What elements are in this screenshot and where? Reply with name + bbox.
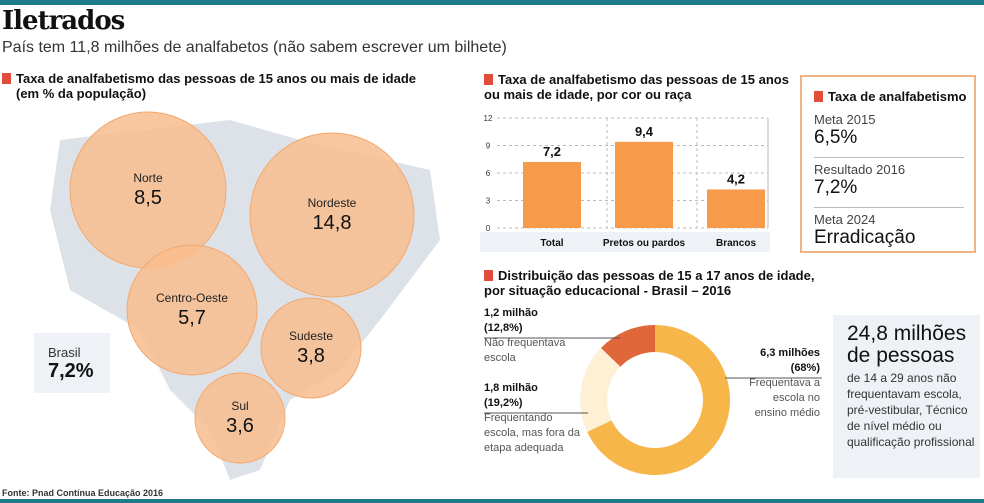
goal-item: Meta 2024 Erradicação <box>814 209 964 257</box>
bubble-value: 8,5 <box>134 187 162 209</box>
bubble-nordeste <box>249 132 415 298</box>
donut-slice-0 <box>587 325 730 475</box>
section-marker-icon <box>484 270 493 281</box>
bar-chart-title: Taxa de analfabetismo das pessoas de 15 … <box>484 72 789 102</box>
y-tick-label: 12 <box>484 114 493 123</box>
bubble-map: Norte 8,5 Nordeste 14,8 Centro-Oeste 5,7 Sudes… <box>50 111 440 480</box>
goal-label: Meta 2024 <box>814 212 876 227</box>
source-note: Fonte: Pnad Contínua Educação 2016 <box>2 488 164 498</box>
bubble-label: Sudeste <box>289 329 333 343</box>
x-tick-label: Brancos <box>716 238 756 249</box>
y-tick-label: 6 <box>486 169 491 178</box>
bar-value-label: 7,2 <box>543 144 561 159</box>
goal-label: Meta 2015 <box>814 112 876 127</box>
donut-chart <box>484 325 822 475</box>
goal-label: Resultado 2016 <box>814 162 906 177</box>
top-rule <box>0 0 984 5</box>
brasil-box: Brasil 7,2% <box>34 333 110 393</box>
goal-value: 6,5% <box>814 127 858 148</box>
bubble-sul <box>194 372 286 464</box>
bar-value-label: 4,2 <box>727 172 745 187</box>
bubble-value: 3,6 <box>226 415 254 437</box>
bubble-value: 3,8 <box>297 345 325 367</box>
goals-title: Taxa de analfabetismo <box>814 89 966 104</box>
donut-chart-title: Distribuição das pessoas de 15 a 17 anos… <box>484 268 815 298</box>
page-subtitle: País tem 11,8 milhões de analfabetos (nã… <box>2 39 507 56</box>
goals-box: Taxa de analfabetismo Meta 2015 6,5% Resul… <box>800 75 976 253</box>
section-marker-icon <box>2 73 11 84</box>
slice-label-high-school: 6,3 milhões (68%) Frequentava a escola n… <box>749 347 820 419</box>
section-marker-icon <box>814 91 823 102</box>
y-tick-label: 9 <box>486 142 491 151</box>
slice-label-not-attending: 1,2 milhão (12,8%) Não frequentava escol… <box>484 307 566 364</box>
bar-value-label: 9,4 <box>635 124 654 139</box>
bar-0 <box>523 162 581 228</box>
goal-value: 7,2% <box>814 177 858 198</box>
bubble-label: Centro-Oeste <box>156 291 228 305</box>
x-tick-label: Total <box>540 238 563 249</box>
donut-slice-2 <box>600 325 655 367</box>
bubble-label: Sul <box>231 399 248 413</box>
goal-item: Resultado 2016 7,2% <box>814 159 964 208</box>
bar-2 <box>707 189 765 228</box>
bubble-chart-title: Taxa de analfabetismo das pessoas de 15 … <box>2 71 462 101</box>
bottom-rule <box>0 499 984 503</box>
bubble-label: Nordeste <box>308 196 357 210</box>
page-title: Iletrados <box>2 6 125 36</box>
bubble-label: Norte <box>133 171 163 185</box>
x-tick-label: Pretos ou pardos <box>603 238 686 249</box>
bubble-centro-oeste <box>126 244 258 376</box>
bubble-sudeste <box>260 297 362 399</box>
donut-slice-1 <box>580 347 621 432</box>
bubble-value: 5,7 <box>178 307 206 329</box>
bubble-value: 14,8 <box>313 212 352 234</box>
bar-1 <box>615 141 673 228</box>
category-band <box>480 232 770 252</box>
y-tick-label: 0 <box>486 224 491 233</box>
slice-label-wrong-stage: 1,8 milhão (19,2%) Frequentando escola, … <box>484 382 580 454</box>
callout-box: 24,8 milhões de pessoas de 14 a 29 anos … <box>833 315 980 478</box>
goal-item: Meta 2015 6,5% <box>814 109 964 158</box>
goal-value: Erradicação <box>814 227 916 248</box>
y-tick-label: 3 <box>486 197 491 206</box>
section-marker-icon <box>484 74 493 85</box>
bar-chart: 0 3 6 9 12 7,2 Total 9,4 Pretos ou pardos 4,2 Bran… <box>480 114 770 252</box>
